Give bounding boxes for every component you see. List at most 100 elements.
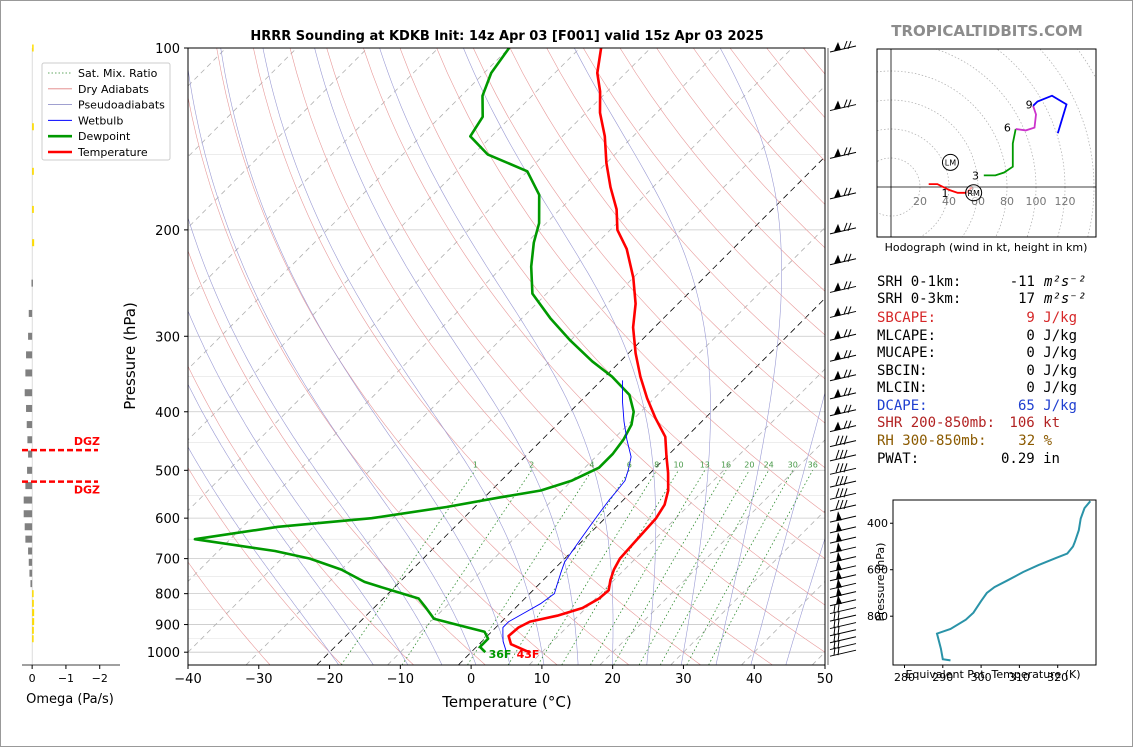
- omega-tick-label: 0: [29, 672, 36, 685]
- dry-adiabat: [436, 48, 825, 514]
- wind-barb: [829, 560, 857, 573]
- barb-feather: [843, 187, 848, 197]
- omega-bar: [30, 580, 33, 588]
- theta-e-y-tick-label: 400: [867, 517, 888, 530]
- barb-staff: [829, 591, 857, 599]
- omega-bar: [27, 466, 33, 474]
- wind-barb: [829, 604, 857, 615]
- barb-feather: [847, 253, 852, 262]
- isotherm: [188, 48, 793, 653]
- legend-box: [41, 62, 171, 161]
- omega-bar: [23, 510, 33, 518]
- barb-staff: [829, 440, 857, 448]
- barb-feather: [833, 647, 836, 656]
- barb-flag: [834, 42, 841, 51]
- pseudoadiabat: [188, 66, 477, 665]
- wind-barb: [829, 40, 857, 53]
- param-pwat-label: PWAT:: [877, 451, 919, 467]
- y-tick-label: 200: [155, 224, 180, 239]
- barb-feather: [847, 281, 852, 290]
- barb-flag: [834, 388, 841, 398]
- param-sbcape-label: SBCAPE:: [877, 310, 936, 326]
- param-mucape-value: 0 J/kg: [1026, 345, 1077, 361]
- pseudoadiabat: [188, 383, 374, 665]
- dry-adiabat: [546, 48, 825, 380]
- barb-flag: [836, 594, 842, 605]
- legend-label: Pseudoadiabats: [78, 99, 165, 112]
- barb-feather: [843, 475, 848, 486]
- legend: Sat. Mix. Ratio Dry Adiabats Pseudoadiabat…: [41, 62, 171, 161]
- param-srh03-unit: m²s⁻²: [1043, 291, 1086, 307]
- barb-feather: [843, 253, 848, 262]
- barb-feather: [843, 40, 848, 50]
- barb-feather: [837, 633, 840, 642]
- omega-bar: [25, 482, 33, 490]
- wind-barb: [829, 499, 857, 512]
- mixing-ratio-line: [401, 470, 532, 665]
- dry-adiabat: [188, 249, 486, 665]
- storm-motion-label: LM: [945, 158, 956, 167]
- wind-barb: [829, 619, 857, 630]
- x-tick-label: −40: [174, 672, 201, 687]
- param-shr-label: SHR 200-850mb:: [877, 415, 995, 431]
- omega-bar: [32, 123, 34, 131]
- wind-barb: [829, 329, 857, 341]
- barb-staff: [829, 227, 857, 235]
- barb-flag: [834, 223, 841, 233]
- barb-staff: [829, 354, 857, 362]
- barb-feather: [837, 640, 840, 649]
- barb-feather: [843, 420, 848, 429]
- barb-feather: [835, 435, 840, 445]
- barb-feather: [843, 222, 848, 232]
- x-tick-label: −30: [245, 672, 272, 687]
- theta-e-x-tick-label: 300: [971, 671, 992, 684]
- omega-bar: [25, 535, 33, 543]
- x-tick-label: −10: [387, 672, 414, 687]
- barb-feather: [847, 420, 852, 429]
- omega-bar: [24, 523, 33, 531]
- mixing-ratio-line: [590, 470, 706, 665]
- pseudoadiabat: [574, 48, 711, 665]
- mixing-ratio-label: 4: [589, 460, 594, 469]
- hodograph-rings: 20 40 60 80 100 120: [877, 49, 1096, 237]
- omega-bar: [25, 369, 33, 377]
- barb-feather: [847, 222, 852, 232]
- barb-staff: [829, 192, 857, 200]
- y-tick-label: 600: [155, 512, 180, 527]
- wind-barb: [829, 475, 857, 488]
- hodo-tick-label: 80: [1000, 195, 1014, 208]
- barb-staff: [829, 480, 857, 488]
- barb-feather: [833, 633, 836, 642]
- storm-motion-marker: [941, 153, 959, 171]
- series-temperature: [507, 48, 670, 654]
- dry-adiabat: [289, 48, 773, 665]
- mixing-ratio-label: 24: [764, 460, 774, 469]
- barb-feather: [833, 619, 836, 628]
- wind-barb: [829, 350, 857, 362]
- barb-staff: [829, 409, 857, 417]
- skewt-frame: [187, 47, 826, 666]
- param-pwat-value: 0.29 in: [1001, 451, 1060, 467]
- barb-flag: [834, 330, 841, 340]
- barb-staff: [829, 285, 857, 293]
- dry-adiabat: [253, 48, 701, 665]
- wind-barbs: [829, 40, 857, 657]
- y-tick-label: 900: [155, 619, 180, 634]
- barb-feather: [847, 329, 852, 338]
- param-shr-value: 106 kt: [1009, 415, 1060, 431]
- skewt-background-lines: [188, 48, 825, 665]
- barb-staff: [829, 599, 857, 607]
- param-rh-label: RH 300-850mb:: [877, 433, 987, 449]
- barb-feather: [843, 306, 848, 315]
- hodo-height-label: 1: [942, 187, 949, 200]
- y-tick-label: 1000: [147, 646, 180, 661]
- isotherm: [458, 297, 825, 665]
- mixing-ratio-label: 30: [788, 460, 798, 469]
- barb-feather: [833, 626, 836, 635]
- barb-staff: [829, 556, 857, 564]
- hodo-tick-label: 100: [1026, 195, 1047, 208]
- barb-feather: [843, 350, 848, 359]
- mixing-ratio-label: 1: [473, 460, 478, 469]
- isotherm: [188, 48, 581, 441]
